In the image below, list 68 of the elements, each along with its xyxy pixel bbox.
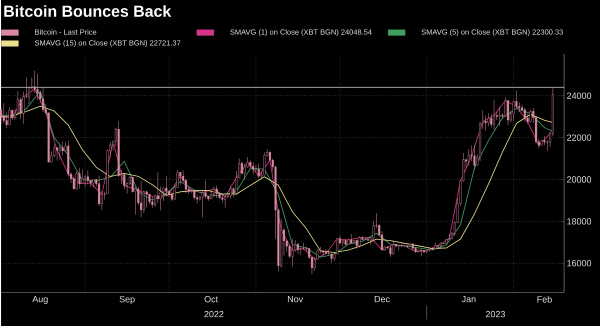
candlestick xyxy=(56,147,58,161)
x-tick-label: Feb xyxy=(537,296,552,302)
candlestick xyxy=(392,240,394,255)
candlestick xyxy=(151,196,154,208)
candlestick xyxy=(98,175,100,206)
candlestick xyxy=(230,186,232,199)
y-tick-label: 18000 xyxy=(567,218,592,224)
text: 2022 xyxy=(204,310,224,318)
text: 2023 xyxy=(486,310,506,318)
candlestick xyxy=(490,114,492,128)
candlestick xyxy=(204,180,207,199)
candlestick xyxy=(529,109,532,123)
y-tick-label: 24000 xyxy=(567,92,592,99)
candlestick xyxy=(504,96,506,117)
candlestick xyxy=(324,248,328,254)
candlestick xyxy=(216,185,218,198)
candlestick xyxy=(179,171,182,185)
candlestick xyxy=(330,252,333,264)
candlestick xyxy=(0,106,2,124)
candlestick xyxy=(140,180,142,218)
candlestick xyxy=(291,238,294,266)
candlestick xyxy=(484,114,487,131)
candlestick xyxy=(221,193,224,203)
candlestick xyxy=(493,99,496,130)
candlestick xyxy=(468,148,470,166)
candlestick xyxy=(212,186,215,198)
x-tick-label: Jan xyxy=(462,296,476,302)
candlestick xyxy=(473,144,476,170)
candlestick xyxy=(86,170,89,185)
candlestick xyxy=(258,163,260,178)
candlestick xyxy=(356,239,358,249)
candlestick xyxy=(146,190,148,208)
y-tick-label: 16000 xyxy=(567,260,592,266)
candlestick xyxy=(72,176,75,189)
candlestick xyxy=(302,242,305,250)
candlestick xyxy=(296,242,300,254)
y-tick-label: 22000 xyxy=(567,134,592,141)
candlestick xyxy=(498,106,501,126)
candlestick xyxy=(78,167,81,189)
candlestick xyxy=(422,250,426,253)
x-tick-label: Aug xyxy=(32,296,48,304)
y-tick-label: 20000 xyxy=(567,176,592,182)
candlestick xyxy=(507,99,510,126)
candlestick xyxy=(350,233,352,244)
candlestick xyxy=(524,107,526,122)
candlestick xyxy=(358,236,361,248)
candlestick xyxy=(62,141,64,156)
candlestick xyxy=(36,73,38,100)
x-tick-label: Sep xyxy=(120,296,135,304)
candlestick xyxy=(487,112,490,126)
candlestick xyxy=(165,176,168,196)
x-tick-label: Nov xyxy=(288,296,304,302)
candlestick xyxy=(58,144,61,160)
candlestick xyxy=(254,164,257,172)
candlestick xyxy=(92,178,95,188)
candlestick xyxy=(81,169,84,184)
x-tick-label: Dec xyxy=(374,296,390,302)
candlestick xyxy=(76,171,78,190)
candlestick xyxy=(252,162,254,175)
candlestick xyxy=(389,246,392,257)
candlestick xyxy=(224,194,226,208)
candlestick xyxy=(42,86,44,112)
candlestick xyxy=(193,189,196,200)
x-tick-label: Oct xyxy=(204,296,218,302)
chart-title: Bitcoin Bounces Back xyxy=(4,4,172,17)
candlestick xyxy=(8,106,10,126)
candlestick xyxy=(263,152,266,176)
candlestick xyxy=(156,172,159,204)
